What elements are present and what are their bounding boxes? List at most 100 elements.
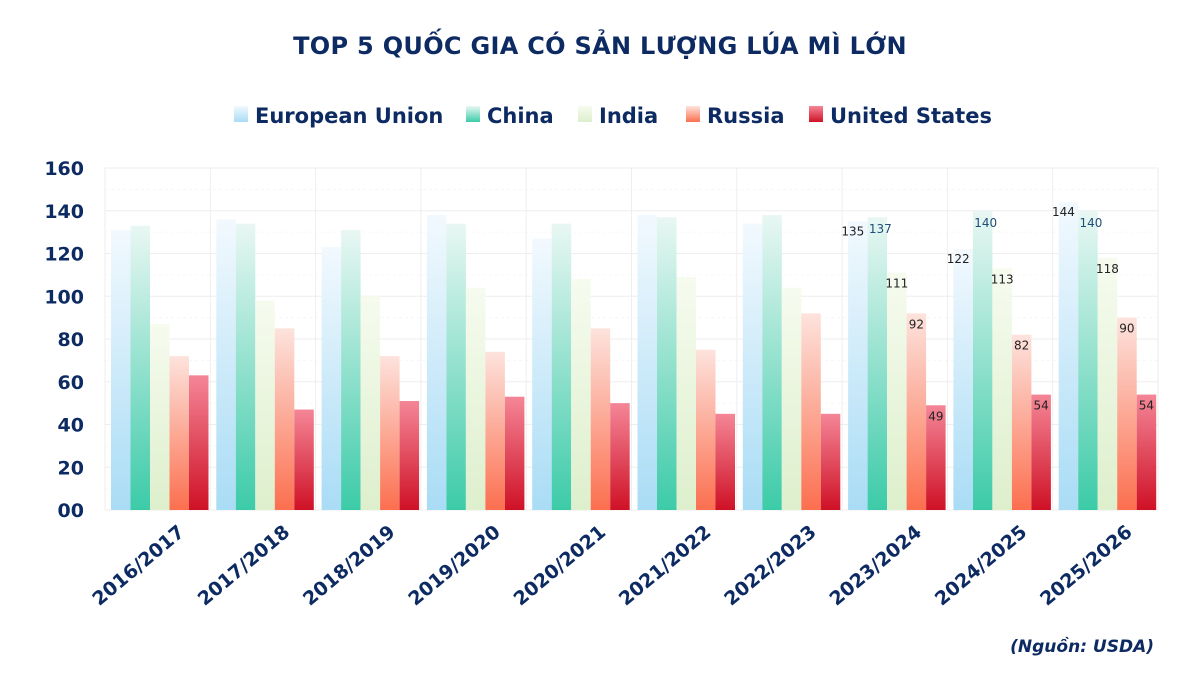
legend-swatch <box>578 106 592 122</box>
bar-european-union-2025-2026 <box>1058 202 1079 510</box>
data-label: 111 <box>885 277 908 291</box>
x-tick-label: 2017/2018 <box>194 521 294 610</box>
bar-india-2023-2024 <box>887 272 907 510</box>
bar-russia-2025-2026 <box>1117 317 1137 510</box>
bar-united-states-2020-2021 <box>610 403 630 510</box>
data-label: 90 <box>1119 322 1134 336</box>
legend-label: Russia <box>707 104 785 128</box>
bar-united-states-2025-2026 <box>1136 394 1157 510</box>
bar-india-2017-2018 <box>255 300 275 510</box>
bar-russia-2017-2018 <box>274 328 295 510</box>
bar-russia-2022-2023 <box>801 313 821 510</box>
bar-india-2024-2025 <box>992 268 1012 510</box>
bar-china-2017-2018 <box>235 223 256 510</box>
legend-swatch <box>234 106 248 122</box>
legend-item-united-states: United States <box>809 104 992 128</box>
data-label: 140 <box>974 216 997 230</box>
legend-swatch <box>686 106 700 122</box>
bar-russia-2016-2017 <box>169 356 189 510</box>
bar-united-states-2019-2020 <box>504 396 525 510</box>
source-note: (Nguồn: USDA) <box>1010 637 1154 657</box>
bar-european-union-2024-2025 <box>953 249 973 510</box>
bar-india-2018-2019 <box>360 296 381 510</box>
data-label: 122 <box>947 252 970 266</box>
bar-russia-2024-2025 <box>1011 334 1032 510</box>
bar-india-2025-2026 <box>1097 257 1118 510</box>
y-tick-label: 60 <box>58 372 84 394</box>
chart-title: TOP 5 QUỐC GIA CÓ SẢN LƯỢNG LÚA MÌ LỚN <box>293 32 907 60</box>
bar-china-2020-2021 <box>551 223 572 510</box>
bar-india-2022-2023 <box>781 287 802 510</box>
y-tick-label: 120 <box>44 244 84 266</box>
bar-russia-2019-2020 <box>485 351 505 510</box>
data-label: 92 <box>909 317 924 331</box>
bar-china-2025-2026 <box>1078 210 1098 510</box>
bar-china-2018-2019 <box>341 229 361 511</box>
legend-swatch <box>809 106 823 122</box>
data-label: 137 <box>869 222 892 236</box>
bar-russia-2023-2024 <box>906 313 927 510</box>
bar-european-union-2021-2022 <box>637 215 657 510</box>
data-label: 113 <box>991 272 1014 286</box>
bar-european-union-2023-2024 <box>848 221 868 510</box>
y-tick-label: 80 <box>58 329 84 351</box>
x-tick-label: 2025/2026 <box>1036 521 1136 610</box>
bar-united-states-2021-2022 <box>715 413 735 510</box>
y-axis: 00 20 40 60 80 100 120 140 160 <box>44 158 84 522</box>
bar-russia-2018-2019 <box>380 356 400 510</box>
bar-india-2016-2017 <box>150 324 170 510</box>
x-tick-label: 2016/2017 <box>88 521 188 610</box>
legend-label: European Union <box>255 104 443 128</box>
bar-china-2019-2020 <box>446 223 466 510</box>
bar-european-union-2022-2023 <box>742 223 763 510</box>
bar-united-states-2017-2018 <box>294 409 314 510</box>
x-tick-label: 2022/2023 <box>720 521 820 610</box>
bar-india-2019-2020 <box>465 287 486 510</box>
y-tick-label: 100 <box>44 286 84 308</box>
x-tick-label: 2021/2022 <box>615 521 715 610</box>
legend-item-russia: Russia <box>686 104 785 128</box>
y-tick-label: 40 <box>58 415 84 437</box>
bar-china-2021-2022 <box>657 217 677 510</box>
bar-european-union-2017-2018 <box>216 219 236 511</box>
legend-item-european-union: European Union <box>234 104 443 128</box>
bar-china-2023-2024 <box>867 217 888 510</box>
x-axis: 2016/2017 2017/2018 2018/2019 2019/2020 2020… <box>88 521 1136 610</box>
bar-united-states-2018-2019 <box>399 400 420 510</box>
y-tick-label: 160 <box>44 158 84 180</box>
bar-russia-2020-2021 <box>590 328 611 510</box>
bar-united-states-2023-2024 <box>926 405 946 510</box>
legend: European Union China India Russia United Sta… <box>234 104 992 128</box>
legend-item-china: China <box>466 104 554 128</box>
bar-china-2016-2017 <box>130 225 150 510</box>
x-tick-label: 2023/2024 <box>825 521 925 610</box>
data-label: 49 <box>928 409 943 423</box>
data-label: 54 <box>1139 399 1154 413</box>
y-tick-label: 00 <box>58 500 84 522</box>
bar-india-2020-2021 <box>571 279 591 510</box>
bar-united-states-2024-2025 <box>1031 394 1051 510</box>
bar-russia-2021-2022 <box>696 349 716 510</box>
bar-united-states-2016-2017 <box>189 375 209 510</box>
bar-european-union-2018-2019 <box>321 247 342 510</box>
data-label: 140 <box>1079 216 1102 230</box>
bar-european-union-2020-2021 <box>532 238 552 510</box>
legend-label: United States <box>830 104 992 128</box>
data-label: 135 <box>841 224 864 238</box>
bar-china-2024-2025 <box>972 210 993 510</box>
x-tick-label: 2020/2021 <box>510 521 610 610</box>
legend-swatch <box>466 106 480 122</box>
y-tick-label: 140 <box>44 201 84 223</box>
data-label: 54 <box>1034 399 1049 413</box>
bars <box>111 202 1157 511</box>
y-tick-label: 20 <box>58 457 84 479</box>
data-label: 118 <box>1096 262 1119 276</box>
data-label: 144 <box>1052 205 1075 219</box>
bar-india-2021-2022 <box>676 277 696 510</box>
legend-item-india: India <box>578 104 658 128</box>
x-tick-label: 2024/2025 <box>931 521 1031 610</box>
legend-label: China <box>487 104 554 128</box>
bar-european-union-2019-2020 <box>426 215 447 510</box>
